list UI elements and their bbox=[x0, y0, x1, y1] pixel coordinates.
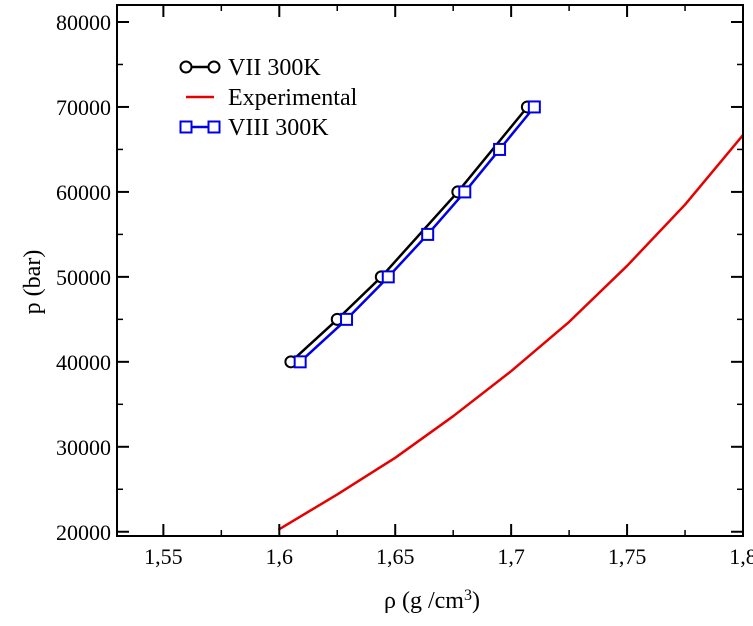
axes: 1,55 1,6 1,65 1,7 1,75 1,8 20000 30000 40000 5000… bbox=[56, 4, 753, 569]
data-point-viii-300k bbox=[458, 185, 472, 199]
legend-label-experimental: Experimental bbox=[228, 85, 358, 111]
data-point-viii-300k bbox=[421, 227, 435, 241]
y-tick-label: 50000 bbox=[56, 265, 111, 290]
y-tick-label: 60000 bbox=[56, 180, 111, 205]
data-point-viii-300k bbox=[527, 100, 541, 114]
x-tick-label: 1,6 bbox=[266, 544, 294, 569]
x-tick-label: 1,7 bbox=[497, 544, 525, 569]
x-axis-label: ρ (g /cm3) bbox=[384, 587, 480, 615]
legend-marker-vii-300k bbox=[207, 60, 221, 74]
x-tick-label: 1,8 bbox=[729, 544, 753, 569]
data-point-viii-300k bbox=[293, 355, 307, 369]
x-axis-label-suffix: ) bbox=[472, 588, 480, 614]
legend-marker-viii-300k bbox=[207, 120, 221, 134]
y-tick-label: 40000 bbox=[56, 350, 111, 375]
legend-label-viii-300k: VIII 300K bbox=[228, 115, 329, 141]
y-tick-label: 30000 bbox=[56, 435, 111, 460]
x-tick-label: 1,75 bbox=[608, 544, 647, 569]
y-tick-label: 20000 bbox=[56, 520, 111, 545]
plot-frame bbox=[116, 4, 744, 537]
legend-marker-viii-300k bbox=[179, 120, 193, 134]
data-point-viii-300k bbox=[493, 142, 507, 156]
y-axis-label: p (bar) bbox=[20, 250, 46, 315]
legend-marker-vii-300k bbox=[179, 60, 193, 74]
x-axis-label-prefix: ρ (g /cm bbox=[384, 588, 464, 614]
legend-label-vii-300k: VII 300K bbox=[228, 55, 321, 81]
x-tick-label: 1,55 bbox=[144, 544, 183, 569]
data-point-viii-300k bbox=[381, 270, 395, 284]
y-tick-label: 80000 bbox=[56, 10, 111, 35]
x-axis-label-superscript: 3 bbox=[464, 587, 472, 604]
series-line-experimental bbox=[278, 133, 743, 531]
y-tick-label: 70000 bbox=[56, 95, 111, 120]
data-point-viii-300k bbox=[340, 312, 354, 326]
legend: VII 300K Experimental VIII 300K bbox=[179, 55, 358, 141]
x-tick-label: 1,65 bbox=[376, 544, 415, 569]
series-line-vii-300k bbox=[289, 105, 529, 364]
plot-area bbox=[278, 100, 743, 531]
